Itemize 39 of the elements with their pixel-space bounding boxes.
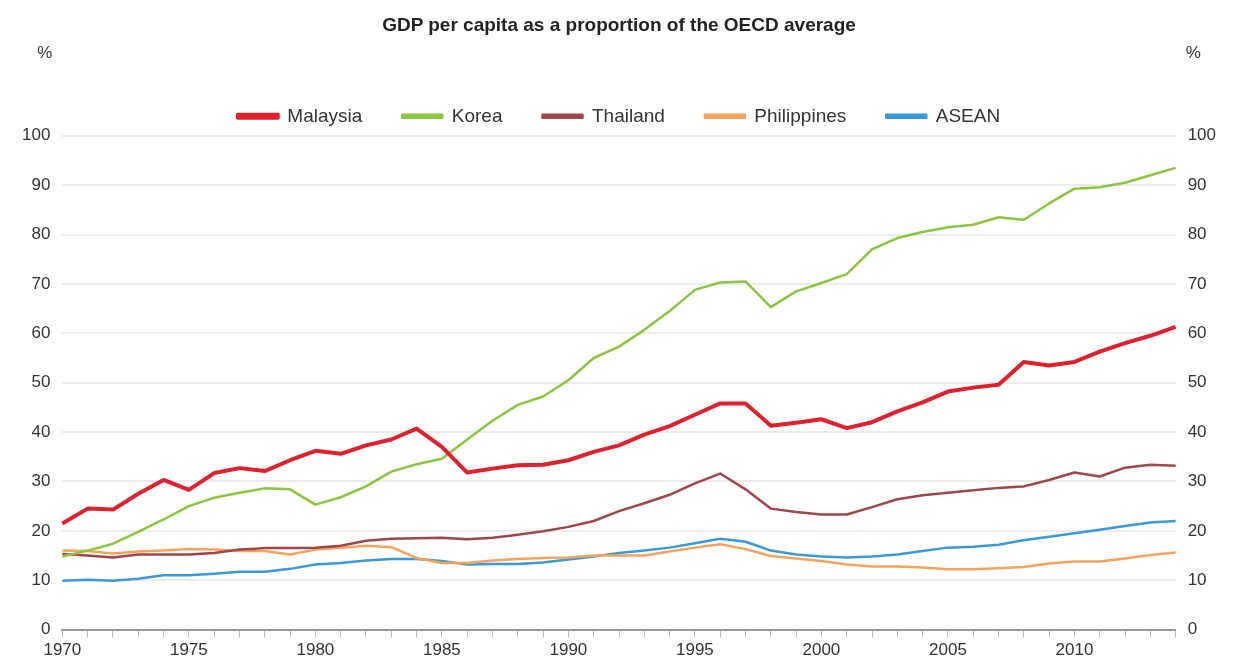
y2-axis-title: % (1185, 43, 1201, 63)
y-tick-label: 80 (31, 224, 51, 244)
legend-label: Korea (451, 104, 503, 126)
y-tick-label: 50 (31, 372, 51, 392)
y-tick-label: 90 (31, 174, 51, 194)
y-tick-label: 20 (31, 520, 51, 540)
y2-tick-label: 80 (1187, 224, 1207, 244)
legend-label: Philippines (754, 104, 847, 126)
y2-tick-label: 100 (1187, 125, 1217, 145)
chart-title: GDP per capita as a proportion of the OECD average (382, 13, 856, 35)
legend-label: Thailand (591, 104, 665, 126)
x-tick-label: 1980 (296, 640, 335, 660)
y2-tick-label: 70 (1187, 273, 1207, 293)
legend-label: ASEAN (935, 104, 1001, 126)
y2-tick-label: 30 (1187, 471, 1207, 491)
x-tick-label: 2000 (802, 640, 841, 660)
x-tick-label: 1970 (43, 640, 82, 660)
y-tick-label: 10 (31, 569, 51, 589)
y2-tick-label: 0 (1187, 619, 1198, 639)
y-tick-label: 100 (21, 125, 51, 145)
y-tick-label: 60 (31, 323, 51, 343)
x-tick-label: 1995 (675, 640, 714, 660)
y-tick-label: 0 (40, 619, 51, 639)
y-axis-title: % (37, 43, 53, 63)
y2-tick-label: 40 (1187, 421, 1207, 441)
y2-tick-label: 20 (1187, 520, 1207, 540)
x-tick-label: 2010 (1055, 640, 1094, 660)
x-tick-label: 2005 (929, 640, 967, 660)
y-tick-label: 30 (31, 471, 51, 491)
y2-tick-label: 10 (1187, 569, 1207, 589)
y2-tick-label: 60 (1187, 323, 1207, 343)
y2-tick-label: 50 (1187, 372, 1207, 392)
x-tick-label: 1990 (549, 640, 588, 660)
y-tick-label: 40 (31, 421, 51, 441)
x-tick-label: 1975 (169, 640, 208, 660)
y2-tick-label: 90 (1187, 174, 1207, 194)
x-tick-label: 1985 (422, 640, 461, 660)
legend-label: Malaysia (287, 104, 363, 126)
y-tick-label: 70 (31, 273, 51, 293)
